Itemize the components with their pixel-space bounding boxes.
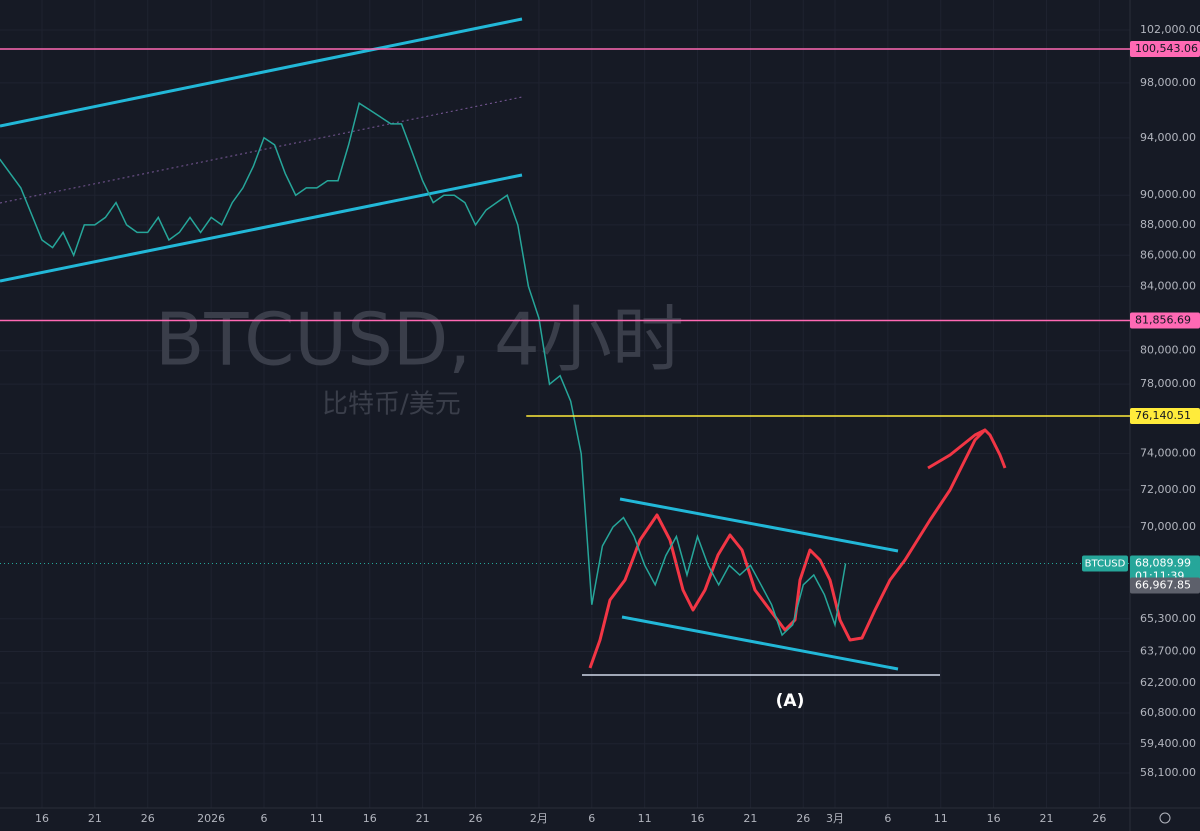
x-tick-label: 21 [1039, 812, 1053, 825]
y-tick-label: 63,700.00 [1140, 645, 1196, 658]
x-tick-label: 16 [987, 812, 1001, 825]
price-tag-label: 81,856.69 [1135, 313, 1191, 326]
y-tick-label: 88,000.00 [1140, 218, 1196, 231]
y-tick-label: 102,000.00 [1140, 23, 1200, 36]
wave-label: (A) [776, 691, 805, 711]
y-tick-label: 74,000.00 [1140, 447, 1196, 460]
x-tick-label: 21 [416, 812, 430, 825]
x-tick-label: 26 [468, 812, 482, 825]
y-tick-label: 72,000.00 [1140, 483, 1196, 496]
price-tag-label: 66,967.85 [1135, 578, 1191, 591]
x-tick-label: 26 [796, 812, 810, 825]
price-tag-label: 100,543.06 [1135, 42, 1198, 55]
x-tick-label: 6 [588, 812, 595, 825]
y-tick-label: 86,000.00 [1140, 248, 1196, 261]
watermark-subtitle: 比特币/美元 [322, 390, 461, 420]
x-tick-label: 11 [638, 812, 652, 825]
y-tick-label: 84,000.00 [1140, 279, 1196, 292]
y-tick-label: 80,000.00 [1140, 344, 1196, 357]
y-tick-label: 78,000.00 [1140, 377, 1196, 390]
x-tick-label: 6 [884, 812, 891, 825]
watermark-title: BTCUSD, 4小时 [155, 298, 684, 382]
y-tick-label: 65,300.00 [1140, 612, 1196, 625]
channel-line [0, 17, 523, 128]
x-tick-label: 21 [88, 812, 102, 825]
drawings [0, 17, 940, 676]
x-tick-label: 3月 [826, 812, 844, 825]
price-line [0, 102, 847, 637]
x-tick-label: 16 [35, 812, 49, 825]
flag-line [621, 615, 899, 671]
x-tick-label: 11 [310, 812, 324, 825]
price-tag [1130, 40, 1200, 57]
price-tag [1130, 312, 1200, 329]
y-tick-label: 58,100.00 [1140, 766, 1196, 779]
price-tag [1130, 555, 1200, 584]
x-tick-label: 26 [141, 812, 155, 825]
x-tick-label: 6 [261, 812, 268, 825]
channel-line [0, 173, 523, 283]
projection-path [588, 428, 1007, 669]
y-tick-label: 90,000.00 [1140, 188, 1196, 201]
price-tag-label: 76,140.51 [1135, 409, 1191, 422]
price-tag-label: 68,089.99 [1135, 557, 1191, 570]
x-tick-label: 2月 [530, 812, 548, 825]
y-tick-label: 62,200.00 [1140, 676, 1196, 689]
price-tag [1130, 577, 1200, 594]
flag-line [619, 497, 899, 553]
settings-button[interactable] [1159, 812, 1171, 824]
price-tag [1130, 408, 1200, 425]
x-tick-label: 2026 [197, 812, 225, 825]
x-tick-label: 21 [743, 812, 757, 825]
x-tick-label: 26 [1092, 812, 1106, 825]
y-tick-label: 60,800.00 [1140, 706, 1196, 719]
x-tick-label: 11 [934, 812, 948, 825]
y-tick-label: 94,000.00 [1140, 131, 1196, 144]
y-tick-label: 70,000.00 [1140, 520, 1196, 533]
channel-mid [0, 96, 523, 204]
symbol-tag-label: BTCUSD [1085, 559, 1126, 570]
symbol-tag [1082, 555, 1128, 572]
x-tick-label: 16 [363, 812, 377, 825]
y-tick-label: 98,000.00 [1140, 76, 1196, 89]
x-tick-label: 16 [691, 812, 705, 825]
y-tick-label: 59,400.00 [1140, 737, 1196, 750]
